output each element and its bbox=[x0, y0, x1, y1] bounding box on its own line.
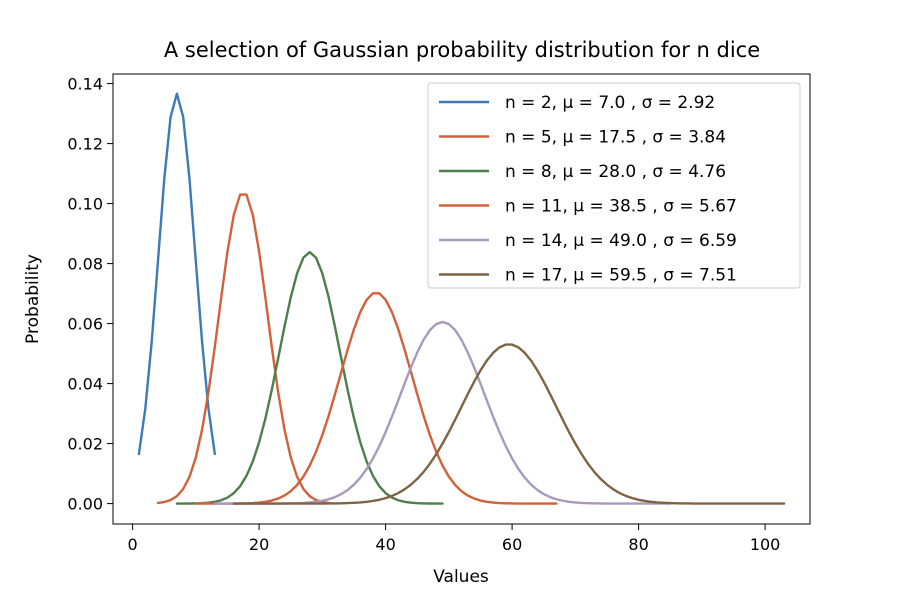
plot-frame bbox=[112, 73, 811, 525]
chart-title: A selection of Gaussian probability dist… bbox=[164, 38, 760, 62]
y-tick-label: 0.04 bbox=[67, 375, 103, 394]
y-tick-label: 0.02 bbox=[67, 435, 103, 454]
y-tick-label: 0.00 bbox=[67, 495, 103, 514]
series-line-3 bbox=[175, 250, 444, 505]
y-tick-label: 0.10 bbox=[67, 195, 103, 214]
legend-entries: n = 2, μ = 7.0 , σ = 2.92 n = 5, μ = 17.5… bbox=[439, 93, 737, 286]
x-tick-label: 80 bbox=[628, 535, 648, 554]
series-line-6 bbox=[232, 343, 786, 505]
series-line-2 bbox=[156, 193, 330, 505]
legend-label-5: n = 14, μ = 49.0 , σ = 6.59 bbox=[505, 231, 737, 251]
legend: n = 2, μ = 7.0 , σ = 2.92 n = 5, μ = 17.5… bbox=[427, 82, 801, 289]
y-axis-label: Probability bbox=[23, 254, 43, 344]
legend-label-1: n = 2, μ = 7.0 , σ = 2.92 bbox=[505, 93, 715, 113]
x-axis: 0 20 40 60 80 100 bbox=[128, 524, 781, 554]
x-tick-label: 60 bbox=[502, 535, 522, 554]
y-tick-label: 0.12 bbox=[67, 135, 103, 154]
x-tick-label: 40 bbox=[375, 535, 395, 554]
series-line-1 bbox=[137, 92, 217, 456]
x-tick-label: 100 bbox=[750, 535, 781, 554]
series-layer bbox=[137, 92, 786, 505]
legend-label-2: n = 5, μ = 17.5 , σ = 3.84 bbox=[505, 128, 726, 148]
legend-label-4: n = 11, μ = 38.5 , σ = 5.67 bbox=[505, 197, 737, 217]
y-tick-label: 0.06 bbox=[67, 315, 103, 334]
legend-box bbox=[427, 82, 801, 289]
legend-label-3: n = 8, μ = 28.0 , σ = 4.76 bbox=[505, 162, 726, 182]
x-tick-label: 0 bbox=[128, 535, 138, 554]
y-axis: 0.00 0.02 0.04 0.06 0.08 0.10 0.12 0.14 bbox=[67, 75, 113, 514]
y-tick-label: 0.14 bbox=[67, 75, 103, 94]
legend-label-6: n = 17, μ = 59.5 , σ = 7.51 bbox=[505, 266, 737, 286]
y-tick-label: 0.08 bbox=[67, 255, 103, 274]
x-axis-label: Values bbox=[433, 567, 489, 587]
x-tick-label: 20 bbox=[249, 535, 269, 554]
